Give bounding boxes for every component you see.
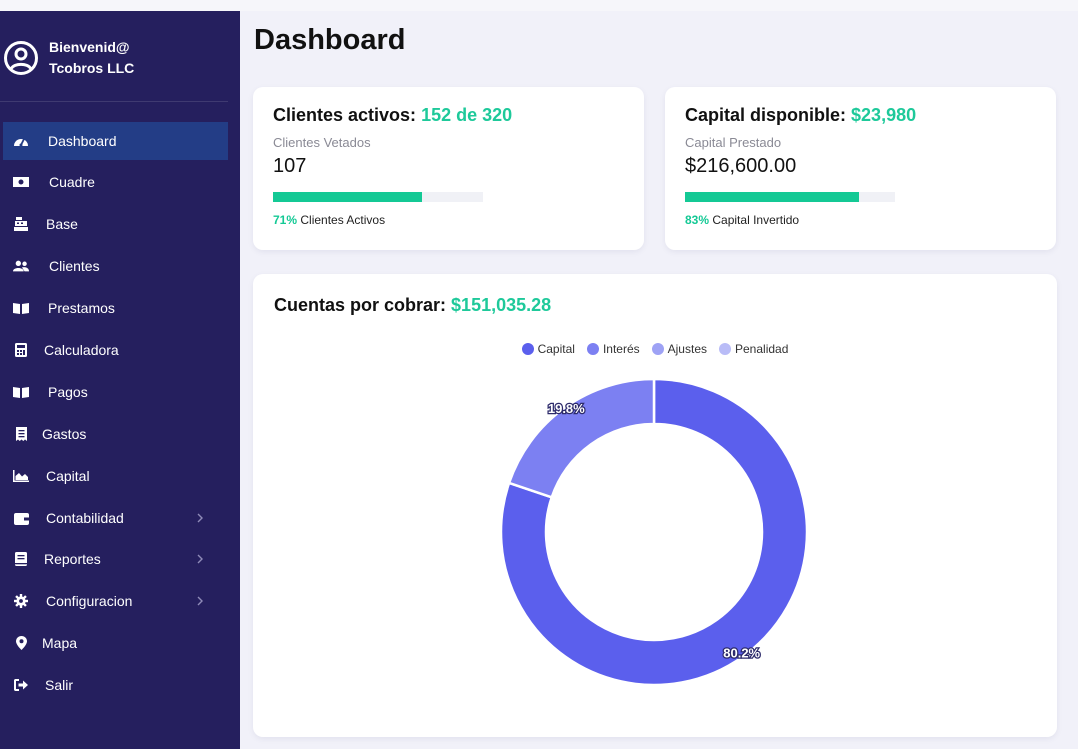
donut-slice-interés[interactable] — [507, 377, 656, 499]
sidebar-item-label: Base — [46, 216, 78, 232]
legend-swatch — [651, 343, 664, 355]
card-sub-label: Capital Prestado — [685, 135, 782, 150]
sidebar-item-label: Cuadre — [49, 174, 95, 190]
card-sub-value: $216,600.00 — [685, 155, 797, 177]
sidebar-item-label: Prestamos — [48, 300, 115, 316]
donut-chart: 80.2% 19.8% — [499, 377, 809, 687]
gear-icon — [13, 594, 29, 608]
sidebar-item-label: Gastos — [42, 426, 87, 442]
cash-register-icon — [13, 217, 29, 231]
card-title-value: 152 de 320 — [421, 105, 513, 125]
sidebar-item-base[interactable]: Base — [3, 205, 228, 243]
progress-fill — [685, 192, 860, 202]
chart-title: Cuentas por cobrar: $151,035.28 — [274, 295, 551, 316]
receivables-card: Cuentas por cobrar: $151,035.28 Capital I… — [253, 274, 1057, 737]
receipt-icon — [13, 427, 29, 441]
sidebar-item-label: Pagos — [48, 384, 88, 400]
legend-swatch — [719, 343, 731, 355]
legend-swatch — [521, 343, 534, 355]
chart-title-value: $151,035.28 — [451, 295, 552, 315]
page-title: Dashboard — [254, 24, 406, 56]
card-footer: 83% Capital Invertido — [685, 213, 799, 227]
sidebar-item-label: Contabilidad — [46, 510, 124, 526]
sidebar-item-label: Dashboard — [48, 133, 117, 149]
legend-item-2[interactable]: Ajustes — [651, 342, 707, 356]
users-icon — [13, 259, 29, 273]
legend-item-1[interactable]: Interés — [586, 342, 640, 356]
book-open-icon — [13, 385, 29, 399]
chevron-right-icon — [197, 596, 203, 606]
sidebar-item-salir[interactable]: Salir — [3, 666, 228, 704]
capital-card: Capital disponible: $23,980 Capital Pres… — [665, 87, 1056, 250]
sign-out-icon — [13, 678, 29, 692]
donut-slice-label: 19.8% — [548, 401, 585, 416]
legend-item-3[interactable]: Penalidad — [719, 342, 788, 356]
money-bill-icon — [13, 175, 29, 189]
user-greeting: Bienvenid@ — [49, 39, 130, 55]
card-footer-percent: 83% — [685, 213, 710, 227]
legend-label: Penalidad — [735, 342, 789, 356]
legend-item-0[interactable]: Capital — [521, 342, 575, 356]
sidebar-item-capital[interactable]: Capital — [3, 457, 228, 495]
map-pin-icon — [13, 636, 29, 650]
book-icon — [13, 552, 29, 566]
card-title-label: Clientes activos: — [273, 105, 417, 125]
progress-bar — [685, 192, 895, 202]
sidebar-item-gastos[interactable]: Gastos — [3, 415, 228, 453]
card-sub-label: Clientes Vetados — [273, 135, 371, 150]
sidebar-item-label: Salir — [45, 677, 74, 693]
card-footer-percent: 71% — [273, 213, 298, 227]
legend-swatch — [586, 343, 599, 355]
clients-card: Clientes activos: 152 de 320 Clientes Ve… — [253, 87, 644, 250]
user-block: Bienvenid@ Tcobros LLC — [0, 11, 240, 103]
sidebar-item-label: Clientes — [49, 258, 100, 274]
chart-title-label: Cuentas por cobrar: — [274, 295, 447, 315]
card-title: Clientes activos: 152 de 320 — [273, 105, 512, 126]
calculator-icon — [13, 343, 29, 357]
card-title-label: Capital disponible: — [685, 105, 847, 125]
user-circle-icon[interactable] — [3, 40, 39, 76]
progress-bar — [273, 192, 483, 202]
sidebar-item-pagos[interactable]: Pagos — [3, 373, 228, 411]
legend-label: Ajustes — [667, 342, 707, 356]
chart-legend: Capital Interés Ajustes Penalidad — [253, 342, 1057, 356]
sidebar-item-clientes[interactable]: Clientes — [3, 247, 228, 285]
donut-slice-capital[interactable] — [499, 377, 809, 687]
chevron-right-icon — [197, 513, 203, 523]
area-chart-icon — [13, 469, 29, 483]
gauge-icon — [13, 134, 29, 148]
book-open-icon — [13, 301, 29, 315]
sidebar-item-calculadora[interactable]: Calculadora — [3, 331, 228, 369]
legend-label: Interés — [602, 342, 640, 356]
sidebar: Bienvenid@ Tcobros LLC Dashboard Cuadre … — [0, 11, 240, 749]
chevron-right-icon — [197, 554, 203, 564]
sidebar-divider — [0, 101, 228, 102]
card-footer: 71% Clientes Activos — [273, 213, 385, 227]
progress-fill — [273, 192, 423, 202]
sidebar-item-label: Mapa — [42, 635, 78, 651]
card-footer-text: Clientes Activos — [300, 213, 386, 227]
card-title-value: $23,980 — [851, 105, 917, 125]
sidebar-item-label: Capital — [46, 468, 90, 484]
card-footer-text: Capital Invertido — [712, 213, 800, 227]
card-title: Capital disponible: $23,980 — [685, 105, 916, 126]
sidebar-item-contabilidad[interactable]: Contabilidad — [3, 499, 228, 537]
sidebar-item-prestamos[interactable]: Prestamos — [3, 289, 228, 327]
sidebar-item-label: Calculadora — [44, 342, 119, 358]
sidebar-item-mapa[interactable]: Mapa — [3, 624, 228, 662]
sidebar-item-dashboard[interactable]: Dashboard — [3, 122, 228, 160]
top-strip — [0, 0, 1078, 11]
sidebar-item-label: Configuracion — [46, 593, 133, 609]
card-sub-value: 107 — [273, 155, 307, 177]
legend-label: Capital — [537, 342, 575, 356]
sidebar-item-reportes[interactable]: Reportes — [3, 540, 228, 578]
user-company: Tcobros LLC — [49, 60, 135, 76]
sidebar-item-label: Reportes — [44, 551, 101, 567]
sidebar-item-configuracion[interactable]: Configuracion — [3, 582, 228, 620]
wallet-icon — [13, 511, 29, 525]
donut-slice-label: 80.2% — [723, 646, 760, 661]
sidebar-item-cuadre[interactable]: Cuadre — [3, 163, 228, 201]
